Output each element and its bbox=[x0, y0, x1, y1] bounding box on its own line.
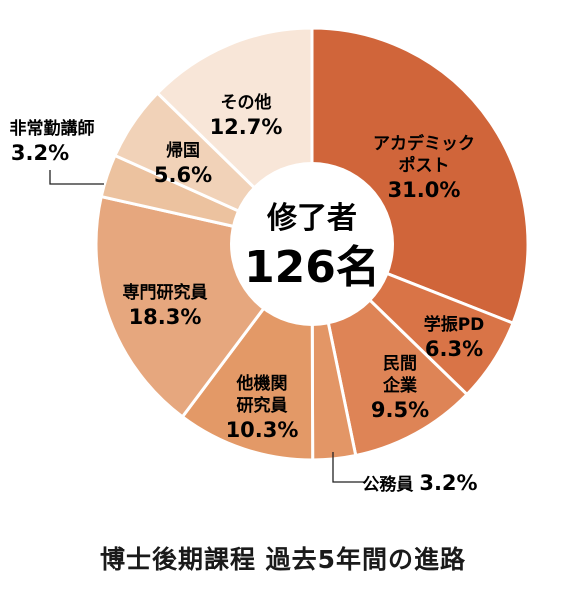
slice-label-name: その他 bbox=[221, 92, 272, 113]
slice-label-value: 12.7% bbox=[210, 115, 283, 139]
slice-label-value: 5.6% bbox=[154, 163, 212, 187]
slice-label-value: 18.3% bbox=[129, 305, 202, 329]
slice-label-name: 専門研究員 bbox=[123, 282, 208, 303]
chart-title: 博士後期課程 過去5年間の進路 bbox=[99, 545, 467, 574]
slice-label-value: 6.3% bbox=[425, 337, 483, 361]
leader-line bbox=[49, 170, 104, 185]
slice-label-name: 民間 bbox=[383, 354, 417, 374]
slice-label-value: 31.0% bbox=[388, 178, 461, 202]
slice-label-name: 帰国 bbox=[166, 141, 200, 161]
slice-label-name: 研究員 bbox=[237, 395, 288, 416]
center-label-title: 修了者 bbox=[266, 201, 357, 236]
center-hole bbox=[230, 162, 394, 326]
leader-lines bbox=[49, 170, 366, 483]
slice-label-name: アカデミック bbox=[373, 133, 475, 154]
slice-label-name: 非常勤講師 bbox=[10, 118, 95, 139]
slice-label-value: 10.3% bbox=[226, 418, 299, 442]
leader-line bbox=[332, 452, 366, 483]
slice-label-value: 9.5% bbox=[371, 398, 429, 422]
slice-label-name: ポスト bbox=[399, 155, 450, 176]
slice-label-name: 他機関 bbox=[236, 373, 288, 394]
slice-label: 公務員 3.2% bbox=[362, 471, 477, 495]
slice-label-name: 学振PD bbox=[424, 314, 485, 335]
slice-label-name: 企業 bbox=[382, 375, 417, 396]
slice-label-value: 3.2% bbox=[11, 141, 69, 165]
center-label-count: 126名 bbox=[244, 242, 380, 293]
